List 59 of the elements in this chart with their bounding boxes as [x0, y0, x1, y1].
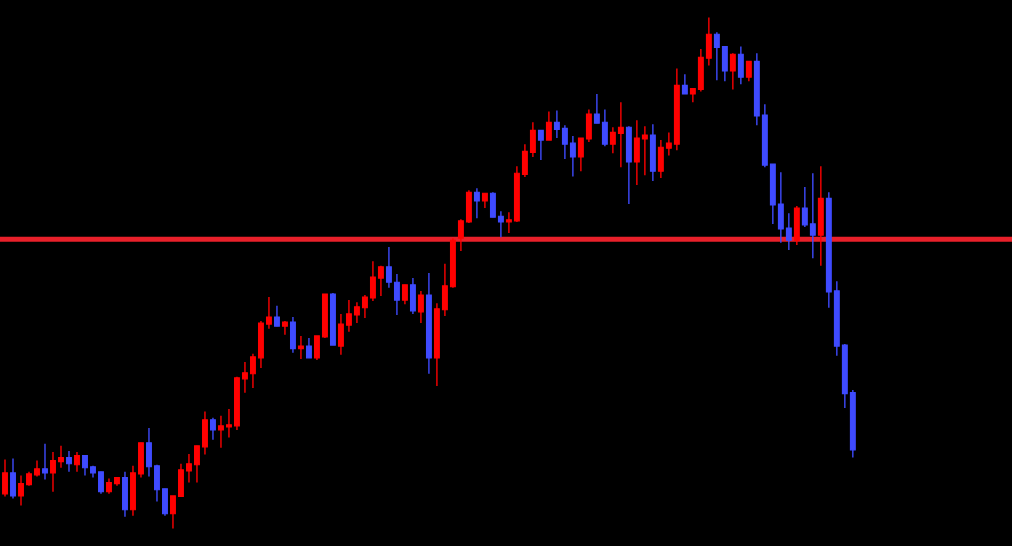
- candlestick: [601, 108, 608, 147]
- candlestick: [369, 260, 376, 302]
- candlestick: [457, 218, 464, 252]
- candlestick: [194, 445, 200, 484]
- candlestick: [42, 443, 48, 481]
- candlestick: [313, 335, 320, 361]
- candlestick: [385, 246, 392, 289]
- candlestick: [473, 187, 480, 219]
- candlestick: [58, 445, 64, 469]
- candlestick: [50, 451, 56, 493]
- candlestick: [577, 137, 584, 172]
- candlestick: [529, 121, 536, 158]
- candlestick: [809, 172, 816, 259]
- candlestick: [377, 265, 384, 297]
- candlestick: [593, 93, 600, 124]
- candlestick: [569, 135, 576, 178]
- candlestick: [361, 294, 368, 319]
- candlestick: [249, 353, 256, 389]
- candlestick: [305, 337, 312, 359]
- candlestick: [66, 450, 72, 473]
- candlestick: [18, 474, 24, 507]
- candlestick: [497, 210, 504, 238]
- candlestick: [186, 453, 192, 484]
- candlestick: [393, 273, 400, 316]
- candlestick: [561, 124, 568, 160]
- candlestick: [2, 458, 8, 498]
- candlestick: [505, 211, 512, 234]
- candlestick: [729, 52, 736, 91]
- candlestick: [226, 408, 232, 439]
- candlestick: [545, 110, 552, 141]
- candlestick: [353, 301, 360, 324]
- candlestick: [665, 131, 672, 157]
- candlestick: [521, 143, 528, 178]
- candlestick: [170, 495, 176, 530]
- candlestick: [401, 284, 408, 305]
- candlestick: [74, 451, 80, 473]
- candlestick: [745, 60, 752, 82]
- candlestick: [241, 361, 248, 394]
- candlestick: [82, 454, 88, 477]
- candlestick: [801, 186, 808, 228]
- candlestick: [218, 414, 224, 449]
- candlestick: [713, 31, 720, 81]
- candlestick: [297, 335, 304, 360]
- candlestick: [273, 305, 280, 327]
- candlestick: [609, 126, 616, 155]
- candlestick: [337, 313, 344, 356]
- candlestick: [737, 45, 744, 86]
- candlestick: [210, 416, 216, 441]
- candlestick: [537, 129, 544, 161]
- candlestick: [265, 296, 272, 330]
- candlestick: [417, 290, 424, 324]
- candlestick: [641, 125, 648, 177]
- candlestick: [345, 299, 352, 333]
- candlestick: [617, 101, 624, 168]
- candlestick: [785, 212, 792, 251]
- candlestick: [98, 471, 104, 495]
- candlestick: [681, 73, 688, 95]
- candlestick: [10, 457, 16, 500]
- candlestick: [553, 109, 560, 139]
